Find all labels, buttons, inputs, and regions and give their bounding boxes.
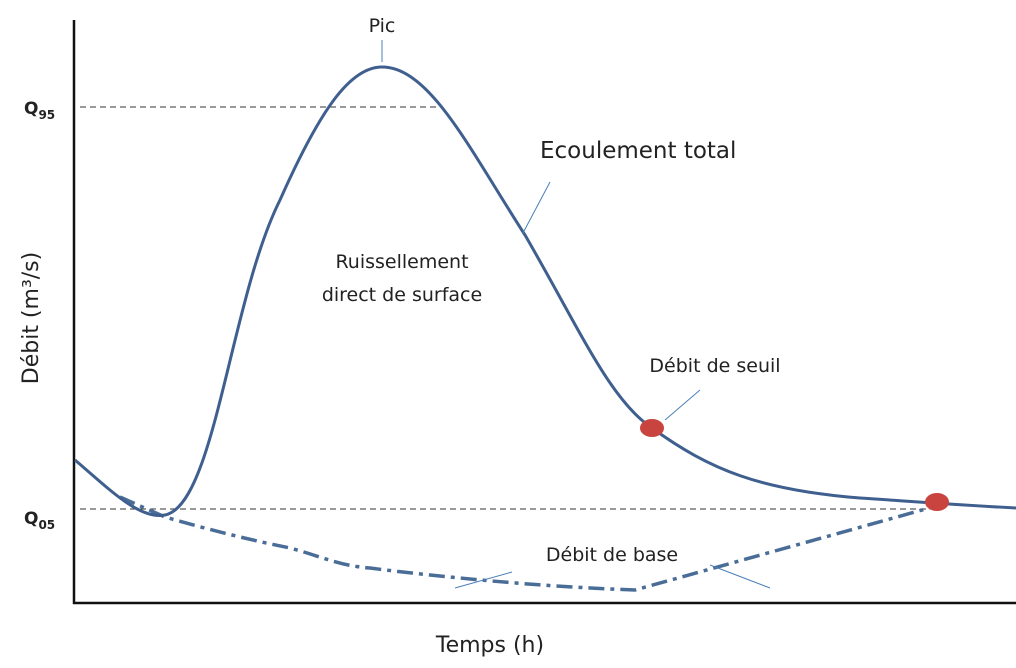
leader-line [664, 389, 701, 421]
x-axis-label: Temps (h) [435, 633, 544, 658]
leader-line [709, 564, 771, 589]
total-flow-curve [74, 65, 1016, 518]
q05-subscript: 05 [38, 518, 55, 532]
runoff-label: direct de surface [322, 284, 482, 306]
total-flow-label: Ecoulement total [540, 138, 736, 164]
threshold-point [925, 493, 949, 511]
threshold-label: Débit de seuil [649, 355, 780, 377]
threshold-point [640, 419, 664, 437]
q95-letter: Q [24, 99, 38, 119]
base-flow-curve [119, 495, 941, 592]
runoff-label: Ruissellement [335, 251, 468, 273]
q95-label: Q95 [24, 99, 55, 122]
base-flow-label: Débit de base [546, 544, 678, 566]
y-axis-label: Débit (m³/s) [19, 252, 44, 384]
leader-line [454, 571, 513, 589]
leader-line [522, 181, 551, 234]
q95-subscript: 95 [38, 108, 55, 122]
peak-label: Pic [369, 15, 396, 37]
q05-label: Q05 [24, 509, 55, 532]
q05-letter: Q [24, 509, 38, 529]
